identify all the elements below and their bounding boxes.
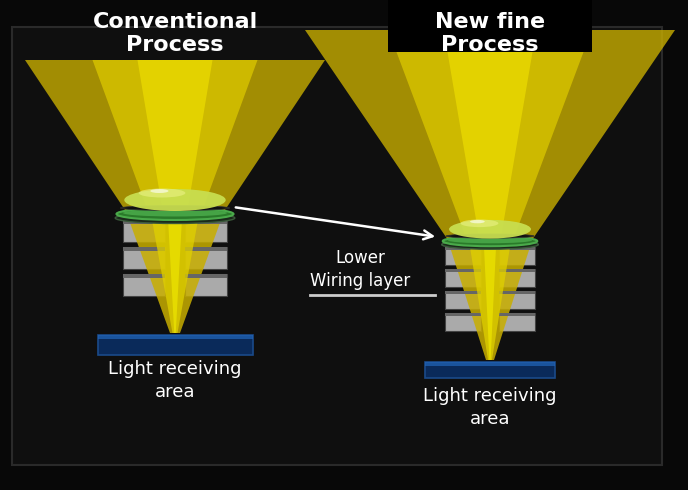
Ellipse shape <box>460 220 498 227</box>
Ellipse shape <box>116 208 233 220</box>
Polygon shape <box>484 247 496 360</box>
Polygon shape <box>470 247 510 360</box>
Polygon shape <box>152 220 198 333</box>
Bar <box>445 313 481 316</box>
Ellipse shape <box>442 240 538 249</box>
Polygon shape <box>129 220 221 333</box>
Bar <box>499 269 535 272</box>
Ellipse shape <box>120 205 230 211</box>
Polygon shape <box>444 30 536 240</box>
Text: Light receiving
area: Light receiving area <box>423 387 557 428</box>
FancyBboxPatch shape <box>445 313 481 331</box>
Ellipse shape <box>138 189 185 197</box>
FancyBboxPatch shape <box>123 247 165 269</box>
FancyBboxPatch shape <box>445 269 481 287</box>
Bar <box>425 362 555 378</box>
Bar <box>185 220 227 224</box>
Bar <box>185 247 227 251</box>
FancyBboxPatch shape <box>123 220 165 242</box>
FancyBboxPatch shape <box>185 274 227 296</box>
Text: Lower
Wiring layer: Lower Wiring layer <box>310 249 410 290</box>
Ellipse shape <box>125 189 226 211</box>
Bar <box>445 269 481 272</box>
Bar <box>445 247 481 250</box>
Ellipse shape <box>446 234 534 238</box>
Ellipse shape <box>115 213 235 223</box>
Text: New fine
Process: New fine Process <box>435 12 545 55</box>
FancyBboxPatch shape <box>185 247 227 269</box>
Bar <box>123 274 165 278</box>
Bar <box>499 313 535 316</box>
FancyBboxPatch shape <box>499 291 535 309</box>
FancyBboxPatch shape <box>499 269 535 287</box>
Text: Light receiving
area: Light receiving area <box>108 360 241 401</box>
FancyBboxPatch shape <box>445 247 481 265</box>
Polygon shape <box>138 60 213 213</box>
Polygon shape <box>168 220 182 333</box>
Bar <box>185 274 227 278</box>
FancyBboxPatch shape <box>123 274 165 296</box>
FancyBboxPatch shape <box>12 27 662 465</box>
Polygon shape <box>305 30 675 240</box>
Polygon shape <box>450 247 530 360</box>
FancyArrowPatch shape <box>236 207 433 239</box>
Bar <box>499 247 535 250</box>
Ellipse shape <box>470 220 485 223</box>
FancyBboxPatch shape <box>185 220 227 242</box>
Text: Conventional
Process: Conventional Process <box>92 12 257 55</box>
Bar <box>499 291 535 294</box>
Polygon shape <box>388 30 592 240</box>
Ellipse shape <box>150 189 169 193</box>
Bar <box>98 335 252 355</box>
Bar <box>123 247 165 251</box>
Ellipse shape <box>443 236 537 246</box>
Bar <box>425 362 555 366</box>
Polygon shape <box>92 60 257 213</box>
Ellipse shape <box>123 210 227 217</box>
Polygon shape <box>25 60 325 213</box>
Bar <box>123 220 165 224</box>
Bar <box>98 335 252 339</box>
Ellipse shape <box>449 220 531 239</box>
FancyBboxPatch shape <box>499 247 535 265</box>
FancyBboxPatch shape <box>499 313 535 331</box>
Bar <box>445 291 481 294</box>
FancyBboxPatch shape <box>388 0 592 52</box>
Ellipse shape <box>448 237 532 243</box>
FancyBboxPatch shape <box>445 291 481 309</box>
